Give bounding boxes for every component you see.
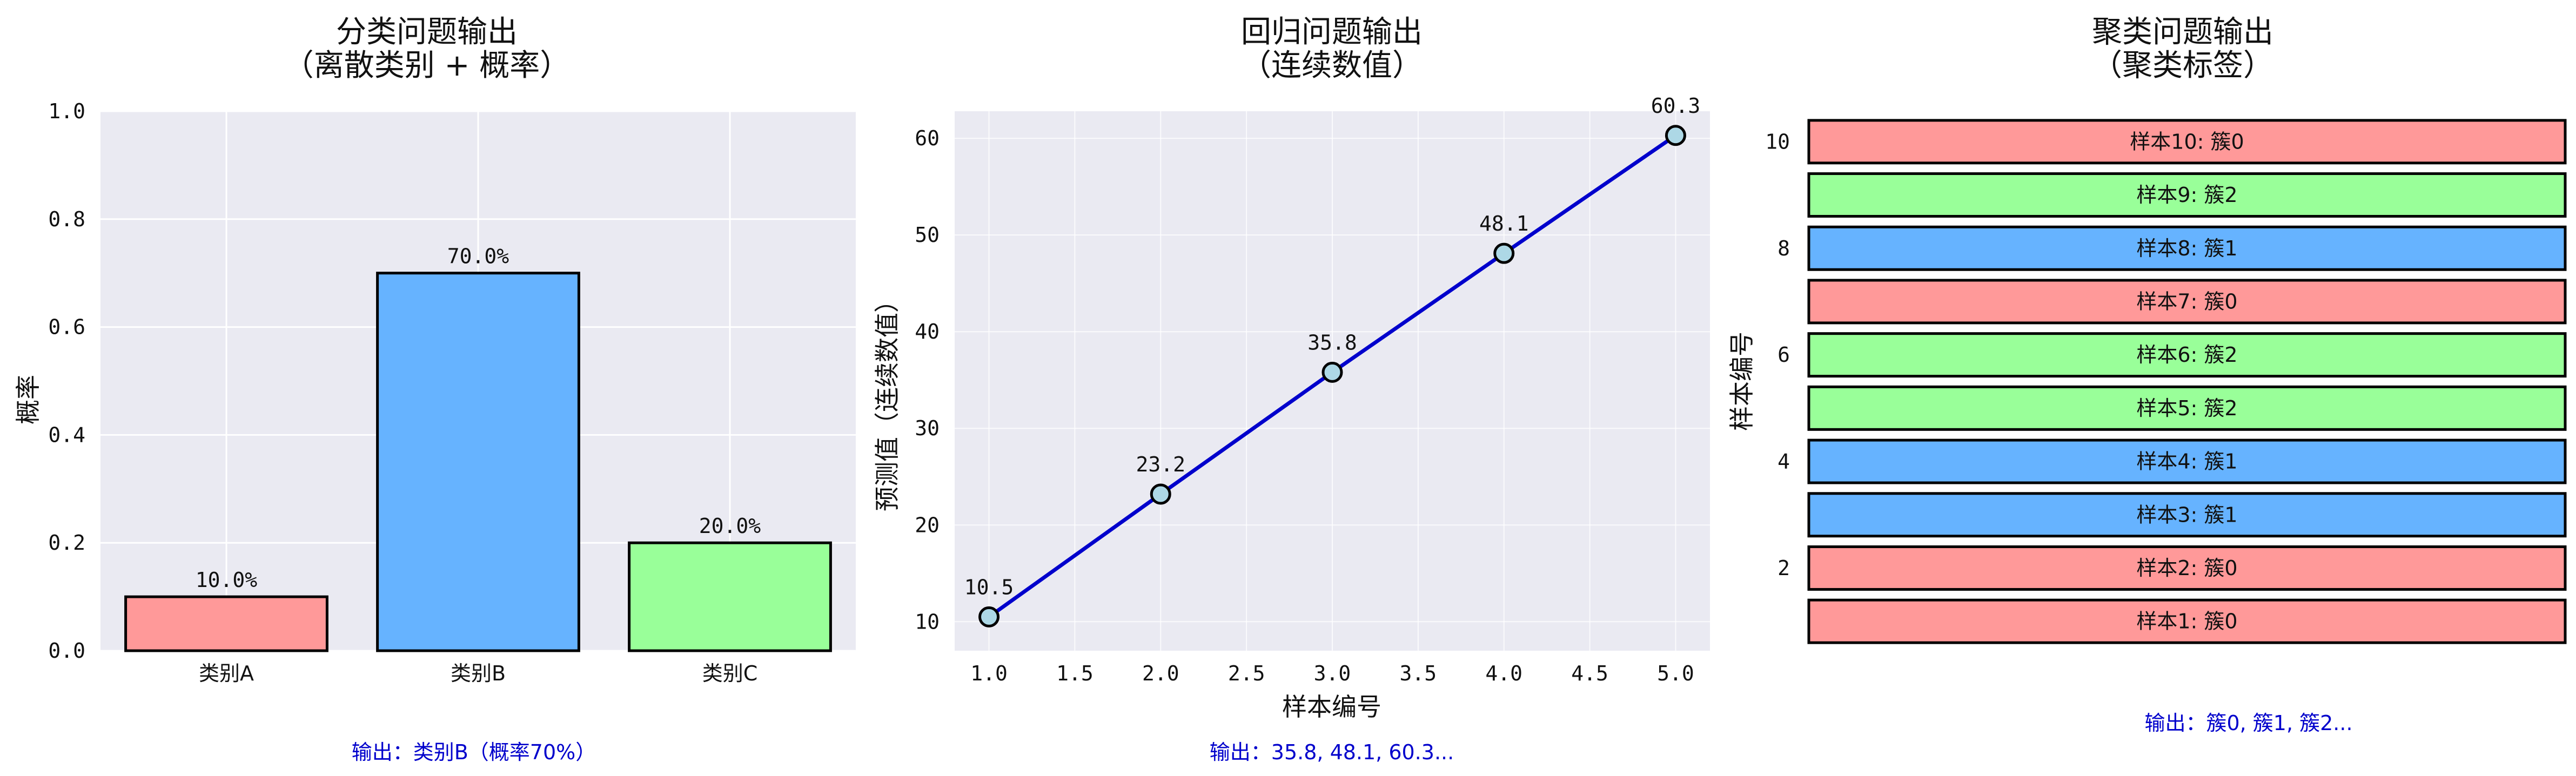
- classification-xtick-label: 类别A: [199, 662, 254, 685]
- clustering-ytick-label: 2: [1777, 556, 1790, 580]
- regression-data-point: [1321, 361, 1343, 383]
- regression-data-point: [1150, 483, 1171, 505]
- classification-title-line1: 分类问题输出: [336, 15, 518, 50]
- regression-xlabel: 样本编号: [1282, 692, 1381, 721]
- cluster-bar: [1807, 225, 2567, 271]
- clustering-ytick-label: 4: [1777, 450, 1790, 474]
- regression-title-line1: 回归问题输出: [1241, 15, 1423, 50]
- regression-title-line2: （连续数值）: [1241, 48, 1423, 83]
- classification-note: 输出：类别B（概率70%）: [352, 740, 596, 764]
- clustering-ylabel: 样本编号: [1727, 332, 1756, 431]
- regression-ytick-label: 30: [915, 416, 940, 440]
- classification-bar: [628, 541, 832, 652]
- cluster-bar: [1807, 598, 2567, 644]
- regression-xtick-label: 5.0: [1657, 662, 1694, 685]
- regression-xtick-label: 2.0: [1142, 662, 1179, 685]
- cluster-bar: [1807, 492, 2567, 538]
- classification-panel: 分类问题输出 （离散类别 + 概率） 10.0% 70.0% 20.0% 0.0 0.…: [14, 15, 856, 764]
- classification-ytick-label: 0.0: [48, 639, 85, 663]
- classification-ytick-label: 0.6: [48, 315, 85, 339]
- classification-xtick-label: 类别B: [451, 662, 506, 685]
- regression-xtick-label: 3.0: [1314, 662, 1351, 685]
- cluster-bar-label: 样本4: 簇1: [2136, 450, 2237, 474]
- regression-point-label: 48.1: [1479, 212, 1529, 235]
- regression-panel: 回归问题输出 （连续数值） 10.5 23.2 35.8 48.1 60.3 1.0 1.…: [873, 15, 1710, 764]
- clustering-title-line1: 聚类问题输出: [2092, 15, 2273, 50]
- cluster-bar-label: 样本9: 簇2: [2136, 183, 2237, 207]
- clustering-ytick-label: 10: [1765, 130, 1790, 153]
- classification-ylabel: 概率: [14, 375, 43, 424]
- regression-xtick-label: 4.5: [1571, 662, 1608, 685]
- regression-xtick-label: 1.0: [970, 662, 1008, 685]
- classification-bar: [124, 595, 328, 652]
- regression-note: 输出：35.8, 48.1, 60.3...: [1210, 740, 1454, 764]
- classification-ytick-label: 0.4: [48, 423, 85, 447]
- classification-ytick-label: 0.2: [48, 531, 85, 555]
- cluster-bar-label: 样本1: 簇0: [2136, 610, 2237, 633]
- clustering-title-line2: （聚类标签）: [2092, 48, 2273, 83]
- classification-bar-value-label: 10.0%: [196, 568, 258, 592]
- classification-ytick-label: 0.8: [48, 207, 85, 231]
- classification-bar-value-label: 70.0%: [447, 245, 509, 268]
- regression-ytick-label: 10: [915, 610, 940, 633]
- cluster-bar-label: 样本3: 簇1: [2136, 503, 2237, 527]
- classification-bar: [376, 272, 580, 652]
- clustering-ytick-label: 6: [1777, 343, 1790, 367]
- regression-ylabel: 预测值（连续数值）: [873, 288, 902, 511]
- regression-xtick-label: 4.0: [1485, 662, 1522, 685]
- regression-ytick-label: 20: [915, 513, 940, 537]
- clustering-panel: 聚类问题输出 （聚类标签） 样本1: 簇0 样本2: 簇0 样本3: 簇1 样本4: …: [1727, 15, 2567, 735]
- clustering-note: 输出：簇0, 簇1, 簇2...: [2144, 711, 2352, 735]
- regression-ytick-label: 40: [915, 320, 940, 343]
- regression-point-label: 10.5: [964, 575, 1014, 599]
- classification-ytick-label: 1.0: [48, 99, 85, 123]
- cluster-bar-label: 样本7: 簇0: [2136, 289, 2237, 313]
- regression-xtick-label: 2.5: [1228, 662, 1265, 685]
- cluster-bar: [1807, 279, 2567, 325]
- clustering-ytick-label: 8: [1777, 237, 1790, 260]
- regression-ytick-label: 50: [915, 223, 940, 247]
- cluster-bar: [1807, 332, 2567, 378]
- cluster-bar-label: 样本2: 簇0: [2136, 556, 2237, 580]
- cluster-bar-label: 样本5: 簇2: [2136, 396, 2237, 420]
- classification-bar-value-label: 20.0%: [699, 514, 761, 538]
- regression-data-point: [1665, 125, 1686, 146]
- cluster-bar: [1807, 545, 2567, 591]
- cluster-bar: [1807, 172, 2567, 218]
- regression-xtick-label: 3.5: [1400, 662, 1437, 685]
- cluster-bar: [1807, 119, 2567, 165]
- classification-title-line2: （离散类别 + 概率）: [284, 48, 571, 83]
- cluster-bar: [1807, 438, 2567, 484]
- cluster-bar-label: 样本6: 簇2: [2136, 343, 2237, 367]
- classification-xtick-label: 类别C: [702, 662, 758, 685]
- regression-point-label: 60.3: [1651, 94, 1701, 118]
- cluster-bar-label: 样本10: 簇0: [2130, 130, 2244, 153]
- regression-point-label: 23.2: [1136, 453, 1186, 476]
- regression-xtick-label: 1.5: [1056, 662, 1094, 685]
- regression-data-point: [978, 606, 1000, 627]
- regression-ytick-label: 60: [915, 126, 940, 150]
- cluster-bar-label: 样本8: 簇1: [2136, 237, 2237, 260]
- regression-point-label: 35.8: [1307, 330, 1357, 354]
- cluster-bar: [1807, 385, 2567, 431]
- regression-data-point: [1493, 242, 1515, 264]
